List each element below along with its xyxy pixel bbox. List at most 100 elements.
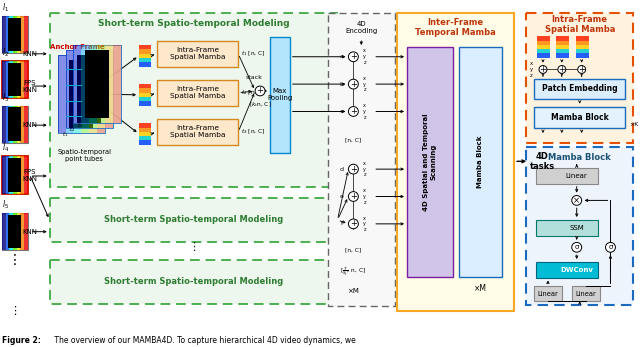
Bar — [139, 84, 151, 88]
Text: x
y
z: x y z — [364, 76, 366, 92]
Text: +: + — [350, 164, 357, 174]
Bar — [139, 136, 151, 141]
Text: $l_1$: $l_1$ — [2, 1, 9, 14]
Text: x
y
z: x y z — [364, 49, 366, 65]
Bar — [81, 45, 90, 123]
Circle shape — [348, 107, 358, 116]
Text: [n, C]: [n, C] — [345, 137, 362, 142]
Circle shape — [255, 86, 265, 96]
Text: KNN: KNN — [22, 51, 37, 57]
Bar — [139, 54, 151, 58]
Text: Patch Embedding: Patch Embedding — [542, 85, 618, 93]
Bar — [81, 50, 90, 128]
Bar — [97, 50, 105, 128]
Circle shape — [605, 243, 616, 252]
Text: Linear: Linear — [575, 291, 596, 297]
Text: $t_3$: $t_3$ — [77, 121, 84, 130]
Bar — [10, 156, 13, 194]
Bar — [537, 36, 550, 41]
Bar — [81, 55, 90, 133]
Bar — [20, 61, 24, 98]
Text: x
y
z: x y z — [364, 103, 366, 120]
Bar — [17, 16, 20, 53]
Text: ⋮: ⋮ — [8, 253, 22, 267]
Text: Max
Pooling: Max Pooling — [268, 88, 292, 101]
Text: $l_2$: $l_2$ — [2, 46, 9, 59]
Text: Intra-Frame
Spatial Mamba: Intra-Frame Spatial Mamba — [170, 126, 225, 138]
Text: Linear: Linear — [538, 291, 558, 297]
Text: Anchor Frame: Anchor Frame — [50, 44, 105, 50]
Bar — [556, 36, 569, 41]
Text: Short-term Spatio-temporal Modeling: Short-term Spatio-temporal Modeling — [98, 19, 289, 28]
Text: ×K: ×K — [629, 122, 639, 127]
Text: FPS
KNN: FPS KNN — [22, 79, 37, 93]
Bar — [50, 13, 337, 187]
Bar — [139, 88, 151, 93]
Text: $l_4$: $l_4$ — [2, 142, 9, 154]
Bar — [17, 61, 20, 98]
Text: σ: σ — [575, 244, 579, 250]
Bar — [74, 45, 81, 123]
Text: b: b — [339, 82, 344, 87]
Bar — [58, 55, 65, 133]
Bar — [20, 213, 24, 250]
Bar — [65, 50, 74, 128]
Bar — [10, 61, 13, 98]
Bar — [534, 79, 625, 99]
Text: ×M: ×M — [348, 288, 359, 294]
Bar — [8, 62, 21, 96]
Bar — [139, 127, 151, 132]
Bar — [13, 16, 17, 53]
Text: Intra-Frame
Spatial Mamba: Intra-Frame Spatial Mamba — [170, 47, 225, 60]
Text: [n, C]: [n, C] — [345, 248, 362, 253]
Bar — [24, 105, 28, 143]
Bar — [105, 45, 113, 123]
Text: The overview of our MAMBA4D. To capture hierarchical 4D video dynamics, we: The overview of our MAMBA4D. To capture … — [52, 336, 355, 345]
Bar — [556, 49, 569, 53]
Bar — [526, 147, 634, 305]
Bar — [556, 45, 569, 49]
Circle shape — [348, 192, 358, 201]
Bar — [24, 213, 28, 250]
Bar — [50, 260, 337, 304]
Text: +: + — [350, 219, 357, 228]
Bar — [74, 50, 81, 128]
Bar — [139, 123, 151, 127]
Text: Figure 2:: Figure 2: — [2, 336, 41, 345]
Bar — [17, 156, 20, 194]
Circle shape — [348, 164, 358, 174]
Text: σ: σ — [608, 244, 612, 250]
Bar — [537, 45, 550, 49]
Text: x
y
z: x y z — [364, 188, 366, 205]
Text: 4D
Encoding: 4D Encoding — [345, 21, 378, 34]
Bar — [50, 198, 337, 243]
Text: Short-term Spatio-temporal Modeling: Short-term Spatio-temporal Modeling — [104, 215, 283, 225]
Bar — [8, 108, 21, 141]
Text: $l_5$: $l_5$ — [2, 198, 9, 211]
Bar — [576, 41, 589, 45]
Bar — [90, 50, 97, 128]
Text: [$k_t$n, C]: [$k_t$n, C] — [249, 100, 271, 109]
Bar — [10, 16, 13, 53]
Text: stack: stack — [246, 75, 262, 80]
Bar — [8, 18, 21, 51]
Bar — [157, 119, 238, 145]
Bar — [65, 50, 113, 128]
Text: Intra-Frame
Spatial Mamba: Intra-Frame Spatial Mamba — [545, 15, 615, 34]
Bar — [24, 61, 28, 98]
Bar — [113, 45, 121, 123]
Text: Short-term Spatio-temporal Modeling: Short-term Spatio-temporal Modeling — [104, 277, 283, 286]
Bar — [556, 53, 569, 58]
Text: $t_3$ [n, C]: $t_3$ [n, C] — [241, 128, 266, 136]
Bar — [2, 105, 6, 143]
Bar — [2, 213, 28, 250]
Bar — [105, 50, 113, 128]
Text: d: d — [339, 167, 344, 172]
Bar — [536, 262, 598, 278]
Bar — [2, 213, 6, 250]
Text: Linear: Linear — [566, 173, 588, 179]
Bar — [534, 107, 625, 128]
Text: SSM: SSM — [570, 225, 584, 231]
Text: KNN: KNN — [22, 122, 37, 128]
Text: DWConv: DWConv — [560, 267, 593, 273]
